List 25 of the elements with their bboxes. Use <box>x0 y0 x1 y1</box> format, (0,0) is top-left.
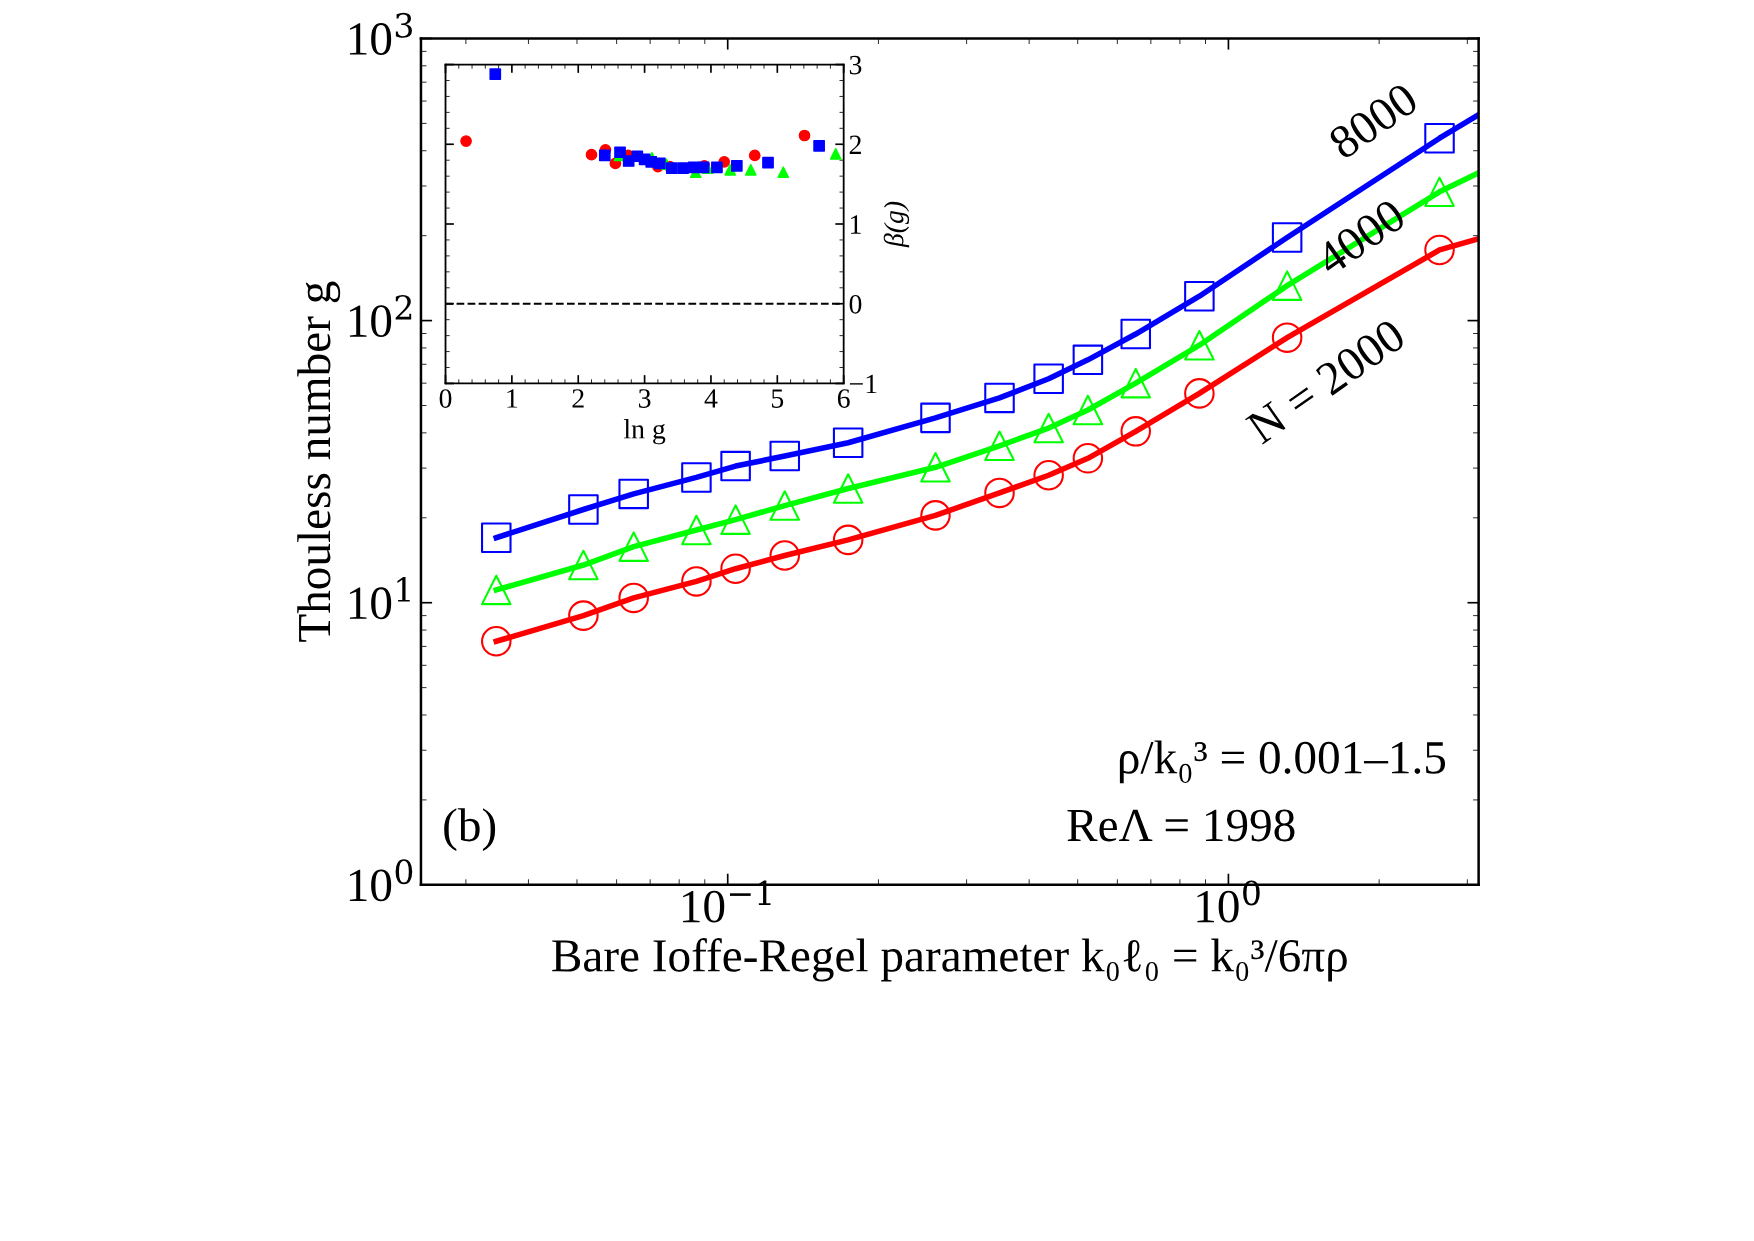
y-tick-label: −1 <box>849 374 877 394</box>
x-tick-label: 5 <box>771 389 784 408</box>
y-tick-label: 3 <box>849 55 862 75</box>
x-axis-title: Bare Ioffe-Regel parameter k₀ℓ₀ = k₀³/6πρ <box>552 938 1347 982</box>
y-tick-label: 0 <box>849 294 862 314</box>
y-tick-label: 10$^{2}$ <box>349 294 412 338</box>
x-tick-label: 6 <box>837 389 850 408</box>
y-tick-label: 2 <box>849 135 861 154</box>
annotation: ReΛ = 1998 <box>1067 809 1295 842</box>
x-tick-label: 3 <box>638 389 651 408</box>
y-tick-label: 10$^{3}$ <box>349 12 412 55</box>
x-tick-label: 2 <box>572 389 584 408</box>
text: N = 2000 <box>1244 318 1407 445</box>
annotation: (b) <box>444 808 496 851</box>
text: 4000 <box>1313 197 1408 277</box>
text: 8000 <box>1326 81 1420 161</box>
x-tick-label: 1 <box>507 389 518 408</box>
x-tick-label: 4 <box>704 389 718 408</box>
y-tick-label: 10$^{1}$ <box>349 577 410 620</box>
x-tick-label: 0 <box>439 389 452 408</box>
x-axis-title: ln g <box>623 419 666 445</box>
y-axis-title: Thouless number g <box>297 281 341 642</box>
y-axis-title: β(g) <box>883 201 910 248</box>
annotation: ρ/k₀³ = 0.001–1.5 <box>1119 740 1446 784</box>
y-tick-label: 1 <box>850 215 861 234</box>
